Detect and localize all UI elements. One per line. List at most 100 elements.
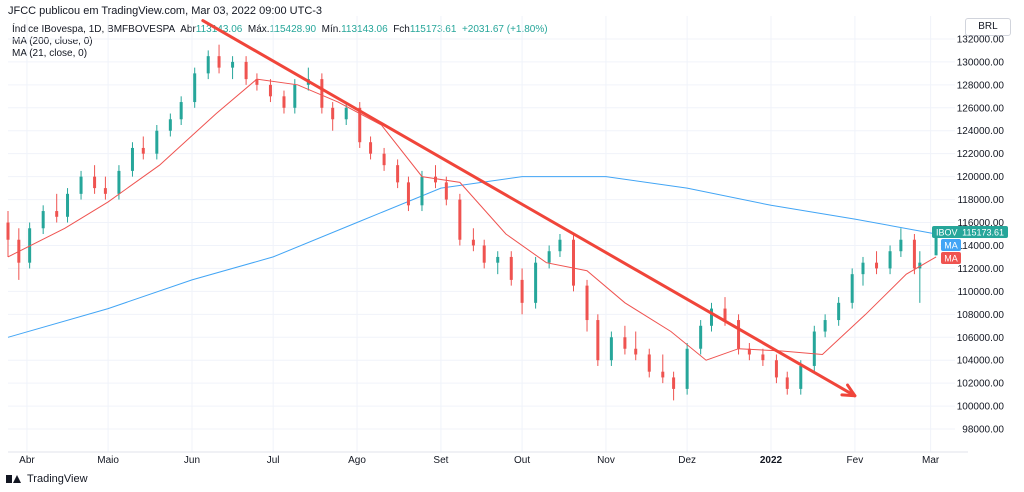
- trendline: [201, 19, 857, 398]
- candle-body: [547, 251, 551, 263]
- candle-body: [823, 320, 827, 332]
- legend-ma21[interactable]: MA (21, close, 0): [12, 48, 88, 59]
- y-tick-label: 130000.00: [957, 57, 1005, 68]
- legend-close-label: Fch: [393, 24, 410, 35]
- candle-body: [255, 79, 259, 85]
- candle-body: [141, 147, 145, 154]
- y-tick-label: 110000.00: [957, 287, 1004, 298]
- grid: [8, 16, 955, 452]
- ma200-tag-label: MA: [944, 241, 958, 251]
- candle-body: [918, 262, 922, 269]
- legend-close-value: 115173.61: [409, 24, 457, 35]
- y-tick-label: 124000.00: [957, 126, 1005, 137]
- x-tick-label: Jun: [184, 455, 200, 466]
- ibov-tag-label: IBOV: [936, 228, 958, 238]
- candle-body: [458, 199, 462, 240]
- ibov-price-tag: [932, 226, 1008, 239]
- candle-body: [912, 239, 916, 269]
- y-tick-label: 116000.00: [957, 218, 1004, 229]
- x-tick-label: Set: [433, 455, 448, 466]
- candle-body: [899, 239, 903, 252]
- y-tick-label: 132000.00: [957, 34, 1005, 45]
- candle-body: [785, 377, 789, 389]
- candle-body: [206, 56, 210, 74]
- candle-body: [709, 308, 713, 326]
- ibov-tag-value: 115173.61: [962, 228, 1004, 238]
- candle-body: [812, 331, 816, 366]
- tradingview-footer[interactable]: TradingView: [6, 470, 88, 488]
- y-tick-label: 122000.00: [957, 149, 1005, 160]
- y-tick-label: 98000.00: [962, 425, 1004, 436]
- candle-body: [406, 182, 410, 206]
- legend-high-value: 115428.90: [269, 24, 317, 35]
- legend-high-label: Máx.: [247, 24, 270, 35]
- candle-body: [6, 222, 10, 240]
- candle-body: [699, 325, 703, 349]
- candle-body: [217, 56, 221, 68]
- legend-change: +2031.67 (+1.80%): [461, 24, 548, 35]
- candle-body: [861, 262, 865, 275]
- legend-symbol[interactable]: Índice IBovespa, 1D, BMFBOVESPA: [12, 24, 176, 35]
- candle-body: [179, 102, 183, 120]
- currency-button[interactable]: BRL: [965, 18, 1011, 36]
- candle-body: [623, 337, 627, 349]
- x-tick-label: Abr: [19, 455, 35, 466]
- ma21-tag-label: MA: [944, 254, 958, 264]
- y-tick-label: 102000.00: [957, 379, 1005, 390]
- trendline-layer: [201, 19, 857, 398]
- ma200-line-layer: [7, 176, 937, 338]
- x-tick-label: Ago: [348, 455, 366, 466]
- y-tick-label: 112000.00: [957, 264, 1004, 275]
- y-tick-label: 104000.00: [957, 356, 1005, 367]
- tradingview-brand: TradingView: [27, 473, 88, 485]
- candle-body: [837, 302, 841, 321]
- candle-body: [130, 147, 134, 171]
- candle-body: [93, 176, 97, 189]
- x-tick-label: Nov: [597, 455, 615, 466]
- candle-body: [358, 107, 362, 143]
- candle-body: [331, 107, 335, 120]
- x-tick-label: Maio: [97, 455, 119, 466]
- candle-body: [244, 61, 248, 80]
- y-tick-label: 126000.00: [957, 103, 1005, 114]
- legend-ma200[interactable]: MA (200, close, 0): [12, 36, 93, 47]
- candle-body: [482, 245, 486, 263]
- candle-body: [761, 354, 765, 361]
- trendline-arrowhead: [840, 383, 857, 398]
- candle-body: [934, 232, 938, 256]
- axes-layer: 98000.00 100000.00 102000.00 104000.00 10600…: [8, 34, 1004, 466]
- candle-body: [685, 348, 689, 389]
- y-tick-label: 114000.00: [957, 241, 1004, 252]
- candle-body: [647, 354, 651, 372]
- x-tick-label: Mar: [922, 455, 940, 466]
- candle-body: [444, 182, 448, 200]
- candle-body: [41, 211, 45, 229]
- candle-body: [420, 176, 424, 206]
- candle-body: [747, 348, 751, 355]
- candle-body: [268, 84, 272, 97]
- candle-body: [369, 142, 373, 154]
- candle-body: [509, 256, 513, 280]
- ma200-line: [7, 176, 937, 338]
- x-tick-label: Dez: [678, 455, 696, 466]
- candle-body: [774, 360, 778, 378]
- candle-body: [396, 165, 400, 183]
- legend-low-value: 113143.06: [341, 24, 388, 35]
- candle-body: [231, 61, 235, 68]
- candle-body: [434, 176, 438, 183]
- y-tick-label: 100000.00: [957, 402, 1005, 413]
- y-tick-label: 108000.00: [957, 310, 1005, 321]
- x-tick-label: Jul: [267, 455, 280, 466]
- candle-body: [534, 262, 538, 303]
- candle-body: [320, 79, 324, 108]
- candle-body: [558, 239, 562, 252]
- candle-body: [117, 170, 121, 194]
- candle-body: [282, 96, 286, 108]
- candle-body: [634, 348, 638, 355]
- candle-body: [193, 73, 197, 103]
- candle-body: [850, 274, 854, 303]
- candle-body: [66, 193, 70, 217]
- ma200-tag: [941, 239, 961, 251]
